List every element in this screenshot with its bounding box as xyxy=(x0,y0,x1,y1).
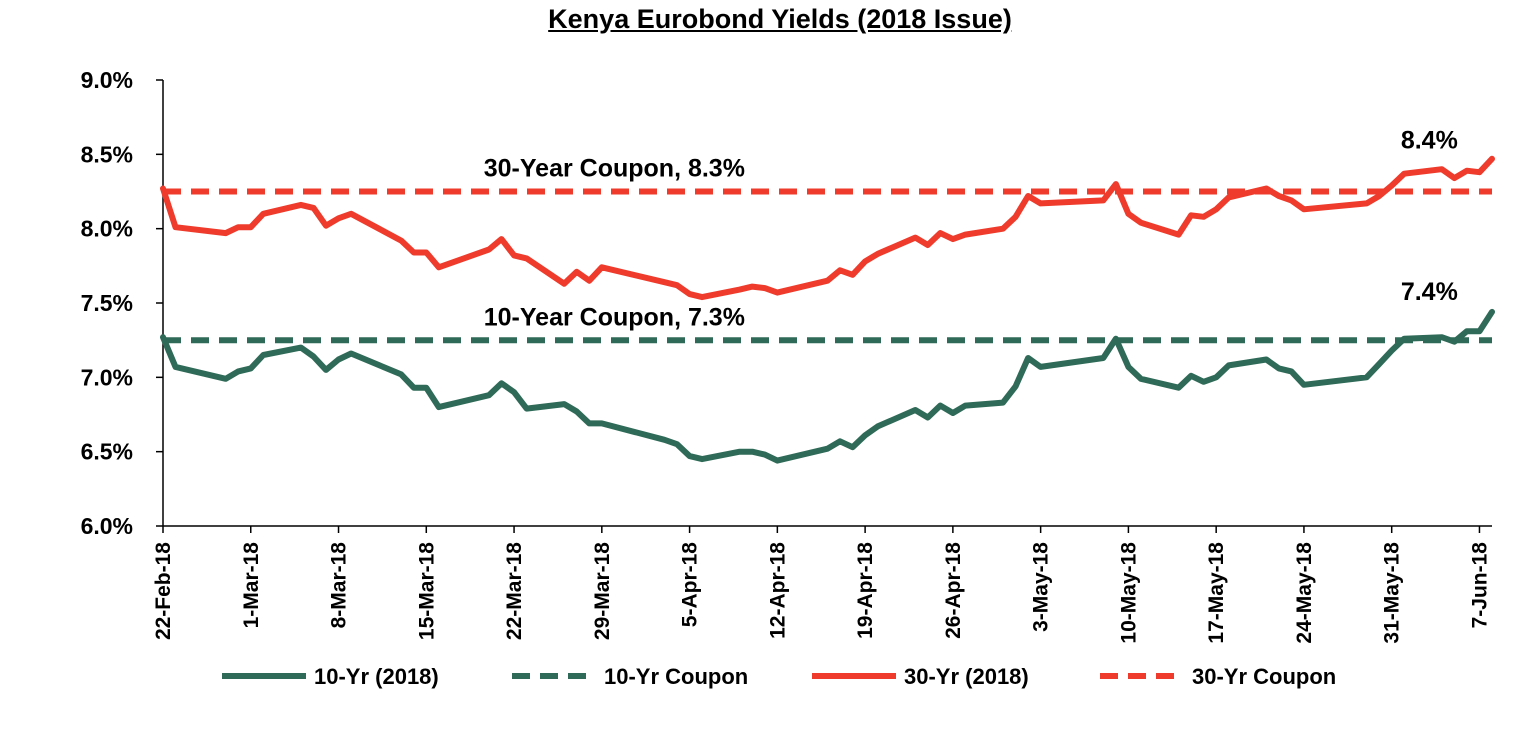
x-tick-label: 10-May-18 xyxy=(1117,542,1140,644)
x-tick-label: 22-Mar-18 xyxy=(503,542,526,640)
y-tick-label: 7.5% xyxy=(81,290,133,316)
y-tick-label: 8.5% xyxy=(81,141,133,167)
x-tick-label: 5-Apr-18 xyxy=(679,542,702,628)
x-tick-label: 22-Feb-18 xyxy=(152,542,175,640)
chart-title: Kenya Eurobond Yields (2018 Issue) xyxy=(548,4,1012,34)
annotation-label: 30-Year Coupon, 8.3% xyxy=(484,155,745,183)
x-tick-label: 17-May-18 xyxy=(1205,542,1228,644)
legend-label: 10-Yr Coupon xyxy=(604,664,748,689)
x-tick-label: 29-Mar-18 xyxy=(591,542,614,640)
y-tick-label: 7.0% xyxy=(81,364,133,390)
x-tick-label: 3-May-18 xyxy=(1030,542,1053,632)
series-line-10-yr-2018 xyxy=(160,308,1495,464)
legend-label: 30-Yr Coupon xyxy=(1192,664,1336,689)
legend-label: 30-Yr (2018) xyxy=(904,664,1029,689)
legend: 10-Yr (2018) 10-Yr Coupon 30-Yr (2018) 30-Y… xyxy=(222,664,1336,689)
y-tick-label: 8.0% xyxy=(81,216,133,242)
x-tick-label: 31-May-18 xyxy=(1381,542,1404,644)
x-tick-label: 19-Apr-18 xyxy=(854,542,877,639)
x-tick-label: 8-Mar-18 xyxy=(328,542,351,629)
annotation-label: 8.4% xyxy=(1401,126,1458,154)
x-tick-label: 7-Jun-18 xyxy=(1468,542,1491,629)
series-line-30-yr-2018 xyxy=(160,155,1495,301)
x-tick-label: 12-Apr-18 xyxy=(766,542,789,639)
x-tick-label: 26-Apr-18 xyxy=(942,542,965,639)
x-tick-label: 15-Mar-18 xyxy=(415,542,438,640)
axis-ticks: 6.0% 6.5% 7.0% 7.5% 8.0% 8.5% 9.0% 22-Feb-18 1-M… xyxy=(81,67,1492,644)
annotation-label: 10-Year Coupon, 7.3% xyxy=(484,303,745,331)
legend-label: 10-Yr (2018) xyxy=(314,664,439,689)
y-tick-label: 6.5% xyxy=(81,439,133,465)
x-tick-label: 24-May-18 xyxy=(1293,542,1316,644)
y-tick-label: 6.0% xyxy=(81,513,133,539)
series-layer xyxy=(160,155,1495,464)
x-tick-label: 1-Mar-18 xyxy=(240,542,263,629)
annotations: 30-Year Coupon, 8.3% 10-Year Coupon, 7.3%… xyxy=(484,126,1458,331)
annotation-label: 7.4% xyxy=(1401,278,1458,306)
y-tick-label: 9.0% xyxy=(81,67,133,93)
